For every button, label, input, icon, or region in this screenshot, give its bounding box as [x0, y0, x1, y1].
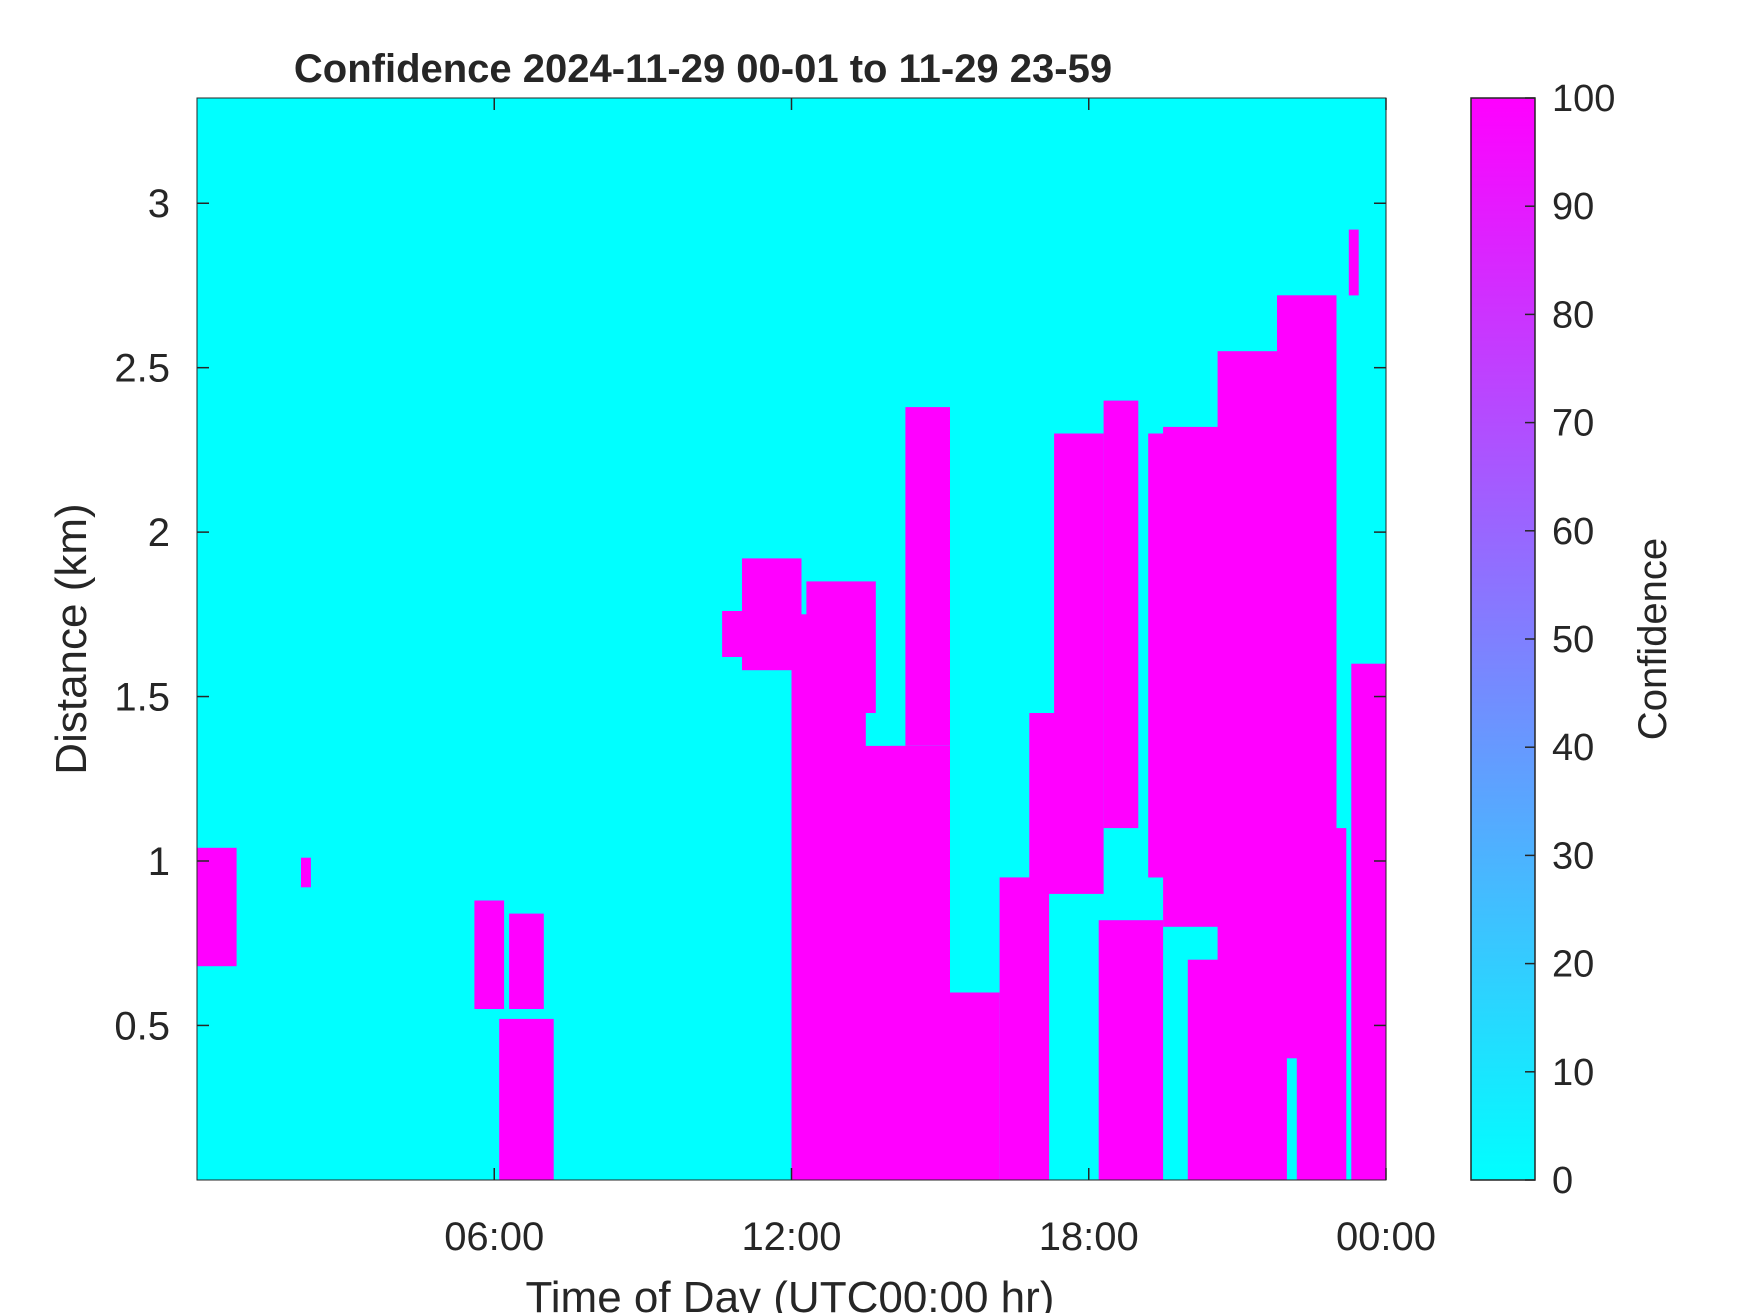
heatmap-cell-region-15 [1054, 433, 1104, 730]
x-tick-label-3: 00:00 [1336, 1215, 1436, 1259]
heatmap-cell-region-25 [1348, 229, 1359, 296]
heatmap-cell-region-17 [1098, 920, 1164, 1180]
colorbar-gradient [1470, 97, 1536, 1181]
colorbar-tick-label-2: 20 [1552, 944, 1594, 986]
y-axis-ticks: 0.5 1 1.5 2 2.5 3 [114, 182, 1386, 1048]
colorbar-tick-label-10: 100 [1552, 78, 1615, 120]
x-tick-label-2: 18:00 [1039, 1215, 1139, 1259]
heatmap-cell-region-11 [905, 407, 950, 746]
x-tick-label-0: 06:00 [444, 1215, 544, 1259]
colorbar-tick-label-4: 40 [1552, 727, 1594, 769]
colorbar-tick-label-8: 80 [1552, 294, 1594, 336]
heatmap-cell-region-8 [806, 581, 876, 713]
heatmap-cell-region-1 [301, 857, 311, 888]
heatmap-cells [197, 229, 1386, 1180]
y-tick-label-2: 1.5 [114, 676, 170, 720]
x-tick-label-1: 12:00 [741, 1215, 841, 1259]
colorbar-tick-label-5: 50 [1552, 619, 1594, 661]
heatmap-cell-region-22 [1187, 959, 1287, 1180]
heatmap-cell-region-10 [890, 745, 950, 1180]
heatmap-cell-region-4 [499, 1018, 554, 1180]
colorbar: 0 10 20 30 40 50 60 70 80 90 100 Confidence [1470, 78, 1675, 1202]
colorbar-tick-label-1: 10 [1552, 1052, 1594, 1094]
x-axis-label: Time of Day (UTC00:00 hr) [526, 1273, 1055, 1313]
heatmap-cell-region-2 [474, 900, 505, 1009]
heatmap-cell-region-16 [1103, 400, 1139, 829]
colorbar-tick-label-7: 70 [1552, 403, 1594, 445]
x-axis-ticks: 06:00 12:00 18:00 00:00 [444, 98, 1436, 1259]
colorbar-tick-label-9: 90 [1552, 186, 1594, 228]
y-axis-label: Distance (km) [47, 503, 96, 774]
heatmap-cell-region-0 [197, 847, 237, 967]
colorbar-label: Confidence [1631, 538, 1675, 740]
y-tick-label-1: 1 [148, 840, 170, 884]
chart-title: Confidence 2024-11-29 00-01 to 11-29 23-… [294, 47, 1112, 91]
heatmap-cell-region-20 [1217, 351, 1287, 1026]
colorbar-ticks: 0 10 20 30 40 50 60 70 80 90 100 [1525, 78, 1615, 1202]
heatmap-cell-region-12 [950, 992, 1000, 1180]
colorbar-tick-label-6: 60 [1552, 511, 1594, 553]
y-tick-label-5: 3 [148, 182, 170, 226]
y-tick-label-0: 0.5 [114, 1004, 170, 1048]
y-tick-label-4: 2.5 [114, 347, 170, 391]
plot-area [196, 97, 1387, 1181]
colorbar-tick-label-0: 0 [1552, 1160, 1573, 1202]
heatmap-cell-region-3 [509, 913, 544, 1009]
y-tick-label-3: 2 [148, 511, 170, 555]
heatmap-cell-region-24 [1351, 663, 1386, 1180]
heatmap-cell-region-14 [1029, 713, 1104, 894]
heatmap-cell-region-13 [999, 877, 1050, 1180]
colorbar-tick-label-3: 30 [1552, 835, 1594, 877]
heatmap-cell-region-23 [1296, 828, 1347, 1180]
